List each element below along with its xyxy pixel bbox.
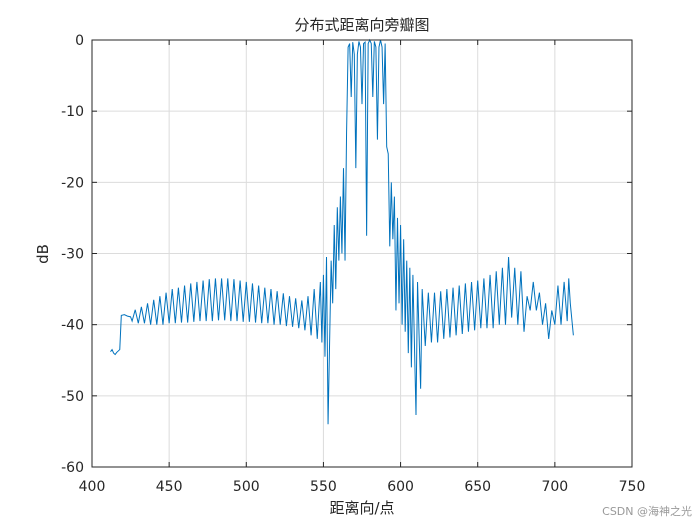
x-tick-label: 400 (79, 479, 106, 495)
y-tick-label: -60 (61, 460, 84, 476)
y-tick-label: -50 (61, 389, 84, 405)
plot (110, 38, 574, 425)
y-tick-label: -10 (61, 104, 84, 120)
x-tick-label: 500 (233, 479, 260, 495)
y-tick-label: -30 (61, 247, 84, 263)
y-tick-label: -40 (61, 318, 84, 334)
y-tick-label: 0 (75, 33, 84, 49)
x-axis-label: 距离向/点 (329, 499, 394, 517)
x-tick-label: 450 (156, 479, 183, 495)
y-tick-label: -20 (61, 175, 84, 191)
x-tick-label: 600 (387, 479, 414, 495)
data-line (110, 38, 574, 425)
watermark: CSDN @海神之光 (602, 504, 692, 518)
x-tick-label: 650 (464, 479, 491, 495)
x-tick-label: 750 (619, 479, 646, 495)
x-tick-label: 700 (541, 479, 568, 495)
y-axis-label: dB (34, 244, 52, 264)
chart-title: 分布式距离向旁瓣图 (294, 16, 429, 34)
x-tick-label: 550 (310, 479, 337, 495)
